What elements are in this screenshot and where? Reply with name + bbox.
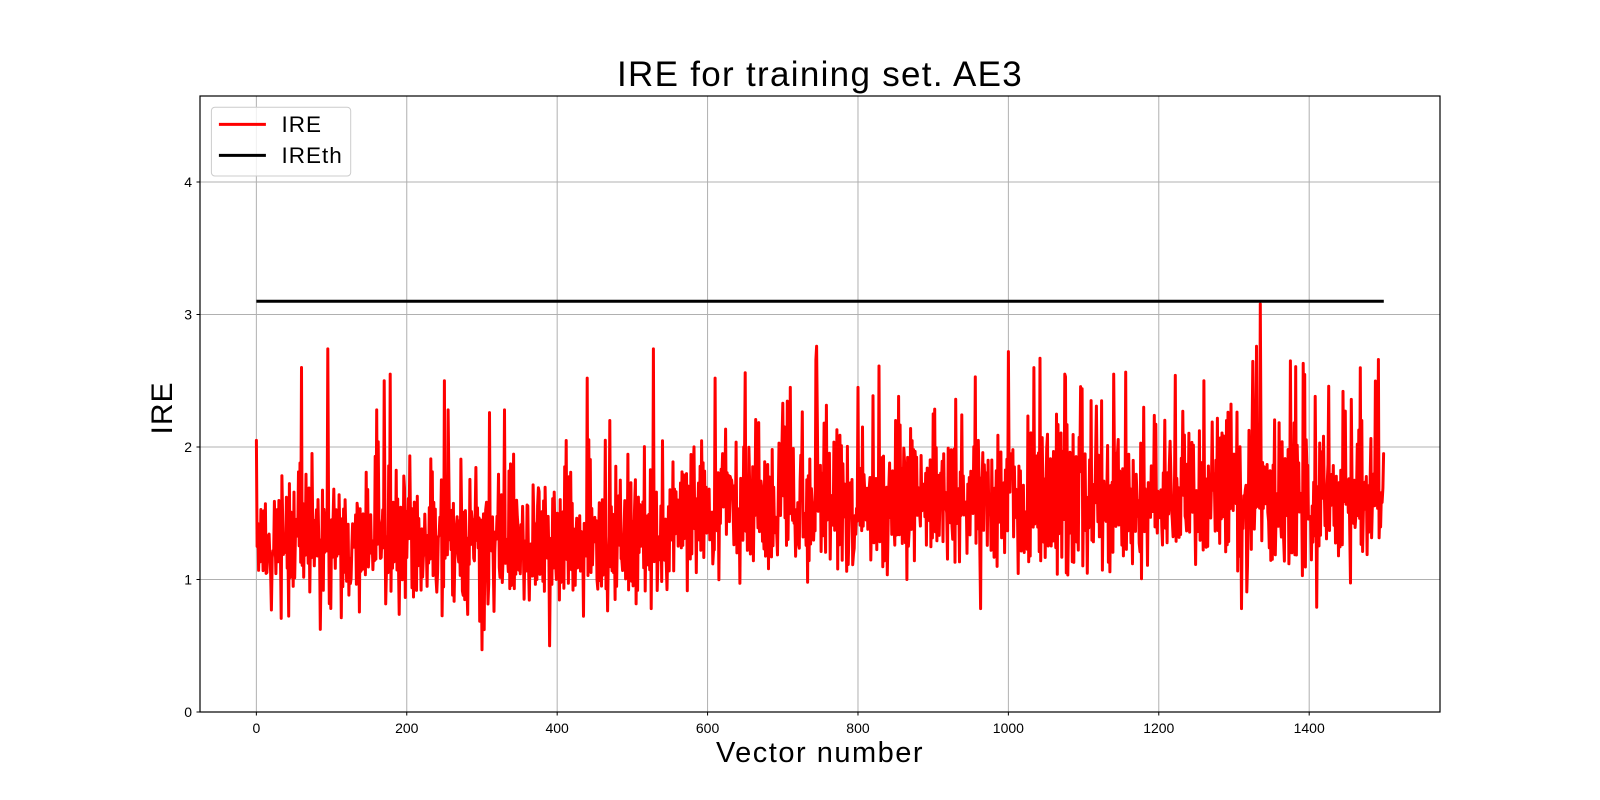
- svg-text:IRE: IRE: [282, 112, 323, 137]
- svg-text:3: 3: [184, 307, 192, 323]
- svg-text:800: 800: [846, 720, 870, 736]
- svg-text:IREth: IREth: [282, 143, 343, 168]
- svg-text:1: 1: [184, 572, 192, 588]
- svg-text:1400: 1400: [1294, 720, 1325, 736]
- svg-text:600: 600: [696, 720, 720, 736]
- svg-text:Vector number: Vector number: [716, 737, 924, 769]
- svg-text:0: 0: [252, 720, 260, 736]
- svg-text:4: 4: [184, 174, 192, 190]
- svg-text:400: 400: [545, 720, 569, 736]
- svg-text:IRE for training set. AE3: IRE for training set. AE3: [617, 55, 1023, 94]
- svg-text:IRE: IRE: [146, 381, 179, 434]
- svg-text:1200: 1200: [1143, 720, 1174, 736]
- svg-text:200: 200: [395, 720, 419, 736]
- svg-text:1000: 1000: [993, 720, 1024, 736]
- svg-text:0: 0: [184, 704, 192, 720]
- svg-text:2: 2: [184, 439, 192, 455]
